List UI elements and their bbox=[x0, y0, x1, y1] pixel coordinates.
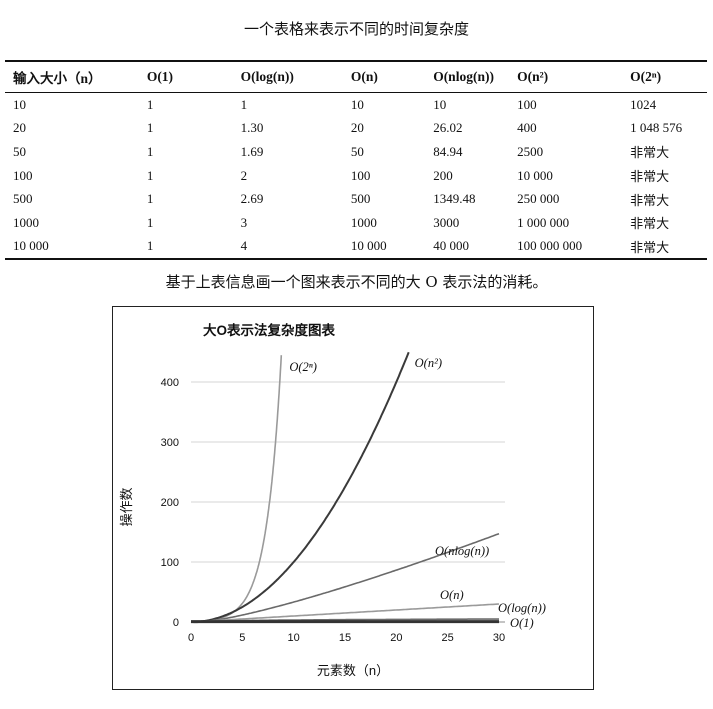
header-ologn: O(log(n)) bbox=[240, 60, 351, 93]
table-cell: 10 000 bbox=[517, 167, 553, 183]
table-cell: 1 000 000 bbox=[517, 214, 570, 230]
header-o2n: O(2ⁿ) bbox=[630, 60, 707, 93]
table-cell: 1 bbox=[146, 96, 154, 112]
table-cell: 1.30 bbox=[240, 120, 264, 136]
header-input-size: 输入大小（n） bbox=[5, 60, 135, 93]
header-o1: O(1) bbox=[134, 60, 241, 93]
table-cell: 200 bbox=[433, 167, 453, 183]
chart-caption: 基于上表信息画一个图来表示不同的大 O 表示法的消耗。 bbox=[165, 273, 548, 291]
table-cell: 500 bbox=[13, 191, 33, 207]
table-cell: 50 bbox=[350, 143, 364, 159]
x-tick-label: 15 bbox=[339, 632, 351, 644]
table-cell: 500 bbox=[350, 191, 371, 207]
table-cell: 84.94 bbox=[433, 143, 463, 159]
table-cell: 10 bbox=[350, 96, 364, 112]
table-cell: 3000 bbox=[433, 214, 460, 230]
table-cell: 1 bbox=[146, 191, 154, 207]
table-cell: 100 bbox=[517, 96, 537, 112]
table-row: 10 000 1 4 10 000 40 000 100 000 000 非常大 bbox=[5, 234, 707, 261]
y-tick-label: 200 bbox=[161, 497, 179, 509]
table-cell: 1000 bbox=[13, 214, 39, 230]
x-tick-label: 30 bbox=[493, 632, 505, 644]
series-label: O(n) bbox=[440, 588, 464, 602]
table-cell: 非常大 bbox=[630, 216, 670, 232]
series-label: O(nlog(n)) bbox=[435, 544, 489, 558]
table-cell: 100 000 000 bbox=[517, 234, 631, 261]
header-on: O(n) bbox=[350, 60, 434, 93]
x-tick-label: 10 bbox=[288, 632, 300, 644]
y-tick-label: 400 bbox=[161, 377, 179, 389]
x-tick-label: 25 bbox=[442, 632, 454, 644]
table-row: 50 1 1.69 50 84.94 2500 非常大 bbox=[5, 140, 707, 164]
series-line bbox=[191, 351, 410, 623]
table-row: 10 1 1 10 10 100 1024 bbox=[5, 93, 707, 117]
series-label: O(1) bbox=[510, 616, 534, 630]
y-tick-label: 300 bbox=[161, 437, 179, 449]
table-cell: 1 bbox=[240, 96, 248, 112]
table-cell: 400 bbox=[517, 120, 537, 136]
table-cell: 20 bbox=[13, 120, 26, 136]
table-cell: 10 000 bbox=[5, 234, 135, 261]
x-tick-label: 20 bbox=[390, 632, 402, 644]
complexity-table: 输入大小（n） O(1) O(log(n)) O(n) O(nlog(n)) O… bbox=[5, 60, 707, 261]
table-cell: 2.69 bbox=[240, 191, 264, 207]
table-cell: 1 bbox=[146, 214, 154, 230]
series-label: O(log(n)) bbox=[498, 601, 546, 615]
table-header-row: 输入大小（n） O(1) O(log(n)) O(n) O(nlog(n)) O… bbox=[5, 60, 707, 93]
x-tick-label: 0 bbox=[188, 632, 194, 644]
header-onlogn: O(nlog(n)) bbox=[433, 60, 518, 93]
series-label: O(2ⁿ) bbox=[289, 360, 317, 374]
chart-title: 大O表示法复杂度图表 bbox=[203, 322, 336, 338]
table-cell: 250 000 bbox=[517, 191, 560, 207]
x-axis-label: 元素数（n） bbox=[317, 663, 389, 678]
chart-frame: 大O表示法复杂度图表 0 100 200 300 400 0 5 10 15 20 25 30 O(2… bbox=[112, 306, 594, 690]
y-axis-label: 操作数 bbox=[119, 487, 134, 526]
table-cell: 10 000 bbox=[350, 234, 434, 261]
table-cell: 50 bbox=[13, 143, 26, 159]
complexity-chart: 大O表示法复杂度图表 0 100 200 300 400 0 5 10 15 20 25 30 O(2… bbox=[119, 322, 546, 678]
table-cell: 非常大 bbox=[630, 234, 707, 261]
table-cell: 1 bbox=[134, 234, 241, 261]
table-cell: 20 bbox=[350, 120, 364, 136]
header-on2: O(n²) bbox=[517, 60, 631, 93]
table-cell: 3 bbox=[240, 214, 248, 230]
y-tick-label: 100 bbox=[161, 557, 179, 569]
table-cell: 100 bbox=[350, 167, 371, 183]
table-caption: 一个表格来表示不同的时间复杂度 bbox=[243, 20, 469, 38]
series-line bbox=[190, 532, 500, 624]
table-cell: 100 bbox=[13, 167, 33, 183]
table-cell: 40 000 bbox=[433, 234, 518, 261]
table-cell: 1349.48 bbox=[433, 191, 476, 207]
table-cell: 1 048 576 bbox=[630, 120, 683, 136]
table-cell: 26.02 bbox=[433, 120, 463, 136]
table-row: 20 1 1.30 20 26.02 400 1 048 576 bbox=[5, 117, 707, 141]
table-cell: 4 bbox=[240, 234, 351, 261]
series-line bbox=[190, 603, 500, 623]
series-label: O(n²) bbox=[415, 356, 442, 370]
table-cell: 10 bbox=[433, 96, 447, 112]
table-row: 100 1 2 100 200 10 000 非常大 bbox=[5, 164, 707, 188]
table-cell: 2500 bbox=[517, 143, 544, 159]
table-row: 1000 1 3 1000 3000 1 000 000 非常大 bbox=[5, 211, 707, 235]
table-row: 500 1 2.69 500 1349.48 250 000 非常大 bbox=[5, 187, 707, 211]
y-tick-label: 0 bbox=[173, 617, 179, 629]
table-cell: 非常大 bbox=[630, 169, 670, 185]
table-cell: 1.69 bbox=[240, 143, 264, 159]
table-cell: 2 bbox=[240, 167, 248, 183]
table-cell: 1 bbox=[146, 120, 154, 136]
table-cell: 1024 bbox=[630, 96, 657, 112]
table-cell: 1 bbox=[146, 167, 154, 183]
table-cell: 10 bbox=[13, 96, 26, 112]
table-cell: 1 bbox=[146, 143, 154, 159]
series-line bbox=[191, 355, 283, 623]
table-cell: 1000 bbox=[350, 214, 377, 230]
table-cell: 非常大 bbox=[630, 192, 670, 208]
x-tick-label: 5 bbox=[239, 632, 245, 644]
table-cell: 非常大 bbox=[630, 145, 670, 161]
